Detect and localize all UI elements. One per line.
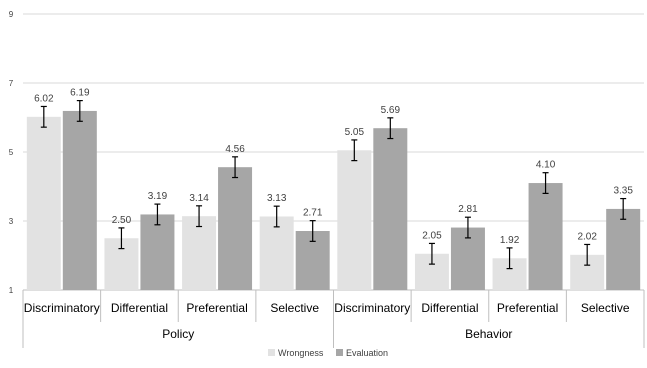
bar-evaluation	[606, 208, 641, 290]
data-label: 2.02	[577, 231, 597, 242]
data-label: 2.05	[422, 230, 442, 241]
legend-swatch-wrongness	[268, 349, 275, 356]
y-tick-label: 5	[9, 148, 14, 157]
group-label: Policy	[162, 327, 194, 341]
data-label: 2.71	[303, 208, 323, 219]
data-label: 3.35	[613, 186, 633, 197]
y-tick-label: 9	[9, 10, 14, 19]
data-label: 4.10	[536, 160, 556, 171]
bar-evaluation	[218, 167, 253, 290]
bar-wrongness	[259, 216, 294, 290]
category-label: Differential	[421, 301, 478, 315]
category-label: Selective	[581, 301, 630, 315]
data-label: 6.02	[34, 93, 54, 104]
category-label: Differential	[111, 301, 168, 315]
data-label: 3.14	[189, 193, 209, 204]
data-label: 5.69	[381, 105, 401, 116]
y-tick-label: 7	[9, 79, 14, 88]
category-label: Preferential	[186, 301, 247, 315]
bar-wrongness	[182, 216, 217, 290]
bar-wrongness	[337, 150, 372, 290]
category-label: Discriminatory	[24, 301, 100, 315]
category-label: Selective	[270, 301, 319, 315]
category-label: Preferential	[497, 301, 558, 315]
y-tick-label: 1	[9, 286, 14, 295]
data-label: 3.19	[148, 191, 168, 202]
bar-evaluation	[528, 183, 563, 290]
bar-evaluation	[62, 110, 97, 290]
bar-evaluation	[140, 214, 175, 290]
bar-evaluation	[373, 128, 408, 290]
group-label: Behavior	[465, 327, 512, 341]
y-tick-label: 3	[9, 217, 14, 226]
data-label: 2.81	[458, 204, 478, 215]
data-label: 6.19	[70, 88, 90, 99]
data-label: 3.13	[267, 193, 287, 204]
legend-swatch-evaluation	[336, 349, 343, 356]
data-label: 2.50	[112, 215, 132, 226]
legend-label: Wrongness	[278, 348, 324, 358]
category-label: Discriminatory	[334, 301, 410, 315]
bar-wrongness	[26, 116, 61, 290]
data-label: 4.56	[225, 144, 245, 155]
data-label: 5.05	[345, 127, 365, 138]
legend-label: Evaluation	[346, 348, 388, 358]
data-label: 1.92	[500, 235, 520, 246]
